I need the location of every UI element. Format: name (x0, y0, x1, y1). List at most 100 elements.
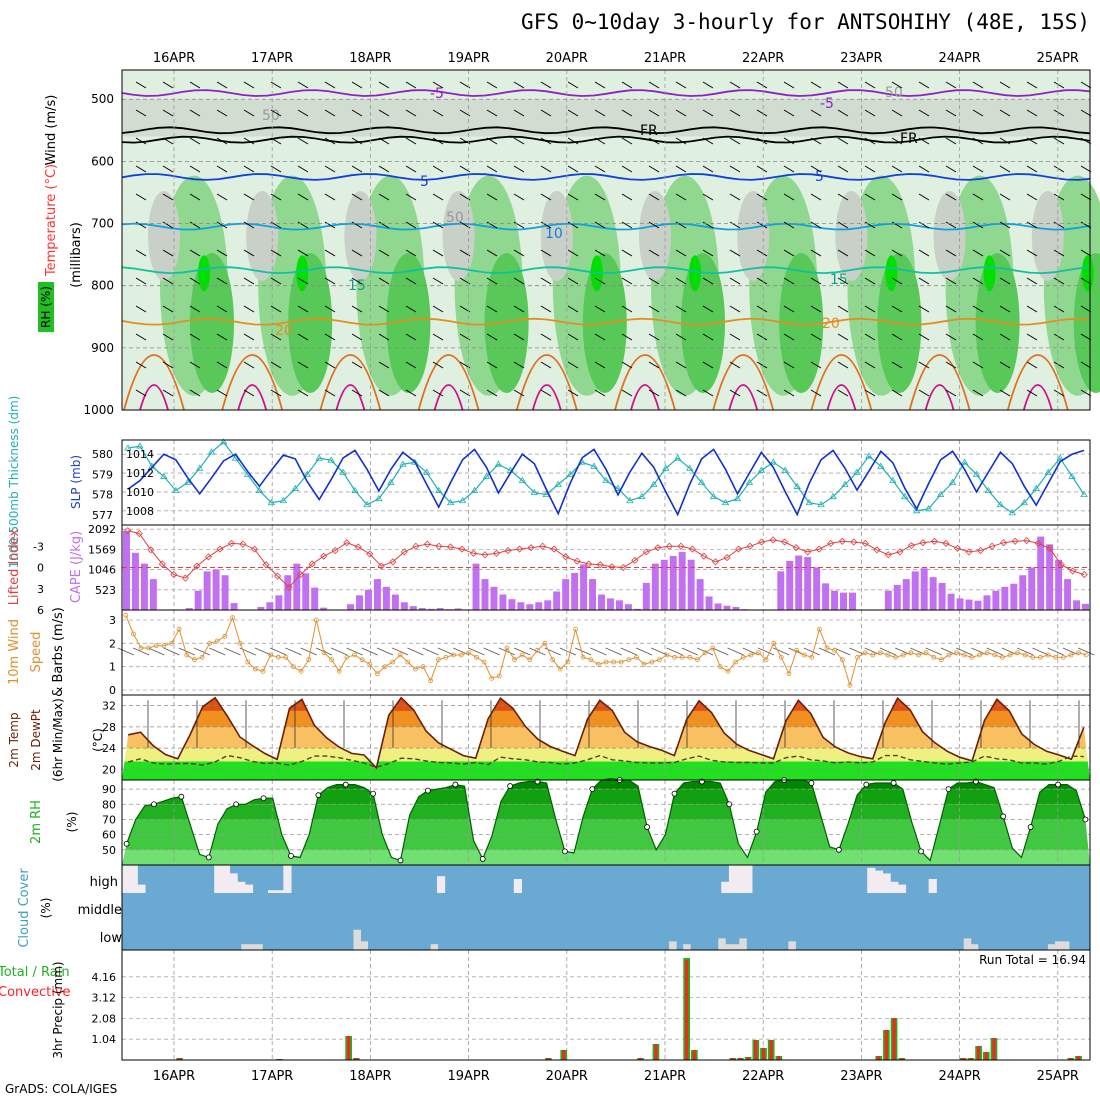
wind-barb (540, 249, 552, 257)
wind-speed-point (123, 612, 129, 618)
li-point (838, 537, 846, 545)
wind-barb (834, 647, 851, 656)
wind-barb (729, 109, 741, 117)
cape-bar (499, 594, 507, 610)
wind-barb (594, 333, 606, 341)
wind-speed-point (908, 650, 914, 656)
li-point (850, 538, 858, 546)
wind-speed-point (451, 652, 456, 658)
wind-barb (324, 137, 336, 145)
wind-barb (1053, 221, 1065, 229)
wind-barb (918, 165, 930, 173)
wind-barb (243, 249, 255, 257)
rh-point (1082, 816, 1089, 823)
wind-barb (378, 333, 390, 341)
rh-region (1073, 253, 1100, 393)
thickness-point (865, 452, 873, 459)
isotherm-label: -5 (430, 86, 444, 102)
wind-barb (324, 109, 336, 117)
li-point (562, 553, 570, 561)
wind-barb (567, 137, 579, 145)
cape-bar (131, 552, 139, 610)
precip-convective-bar (1076, 1056, 1081, 1060)
wind-speed-point (969, 654, 975, 660)
cape-bar (965, 599, 973, 610)
li-point (412, 542, 420, 550)
cape-bar (149, 579, 157, 610)
wind-speed-point (1015, 650, 1020, 656)
date-label-top: 17APR (251, 51, 293, 66)
wind-speed-point (336, 668, 342, 674)
wind-barb (135, 389, 147, 397)
wind-barb (810, 305, 822, 313)
wind-barb (486, 193, 498, 201)
wind-barb (729, 137, 741, 145)
rh-point (205, 854, 212, 861)
wind-barb (405, 193, 417, 201)
cloud-level-low: low (100, 931, 123, 946)
wind-barb (648, 361, 660, 369)
wind-barb (864, 333, 876, 341)
wind-barb (648, 221, 660, 229)
wind-speed-point (207, 640, 213, 646)
wind-barb (621, 81, 633, 89)
wind-speed-point (1076, 650, 1081, 656)
wind-barb (945, 249, 957, 257)
cloud-bar-high (129, 865, 138, 893)
wind-barb (351, 109, 363, 117)
ylabel-temperature: Temperature (°C) (44, 164, 59, 277)
thickness-point (745, 478, 754, 485)
date-label-bottom: 22APR (742, 1069, 784, 1084)
wind-barb (243, 165, 255, 173)
wind-speed-line (125, 615, 1087, 688)
wind-speed-point (359, 657, 365, 663)
wind-barb (702, 249, 714, 257)
wind-tick-label: 2 (109, 637, 116, 650)
thickness-point (124, 444, 132, 451)
date-label-bottom: 17APR (251, 1069, 293, 1084)
wind-barb (378, 249, 390, 257)
cape-bar (813, 567, 821, 610)
li-point (619, 563, 627, 572)
wind-barb (675, 109, 687, 117)
cape-bar (696, 579, 704, 610)
wind-barb (837, 193, 849, 201)
wind-barb (1053, 305, 1065, 313)
li-point (1023, 537, 1031, 545)
wind-barb (621, 389, 633, 397)
cape-bar (508, 599, 516, 610)
cape-bar (705, 596, 713, 610)
rh-region (344, 190, 377, 281)
wind-barb (1032, 647, 1049, 656)
wind-barb (999, 137, 1011, 145)
wind-barb (972, 193, 984, 201)
thickness-point (948, 478, 957, 485)
thickness-point (267, 498, 276, 506)
li-point (239, 540, 247, 548)
wind-barb (945, 277, 957, 285)
cape-bar (992, 590, 1000, 610)
li-point (804, 548, 812, 556)
wind-barb (918, 137, 930, 145)
pressure-tick-label: 1000 (83, 403, 114, 417)
rh-tick-label: 80 (102, 798, 116, 811)
thickness-point (626, 496, 634, 504)
wind-barb (945, 165, 957, 173)
cloud-bar-low (1047, 944, 1056, 950)
thickness-point (482, 472, 491, 479)
wind-speed-point (573, 626, 578, 632)
wind-barb (574, 647, 592, 656)
dewpoint-line (128, 754, 1084, 769)
run-total-label: Run Total = 16.94 (979, 953, 1086, 967)
wind-barb (594, 389, 606, 397)
thickness-tick-label: 580 (92, 448, 113, 461)
cape-bar (947, 593, 955, 610)
wind-barb (513, 249, 525, 257)
wind-speed-point (1060, 654, 1066, 660)
li-point (204, 553, 212, 561)
thickness-point (972, 470, 981, 477)
wind-speed-point (519, 652, 525, 658)
wind-barb (918, 333, 930, 341)
wind-barb (1026, 333, 1038, 341)
slp-tick-label: 1008 (126, 505, 154, 518)
